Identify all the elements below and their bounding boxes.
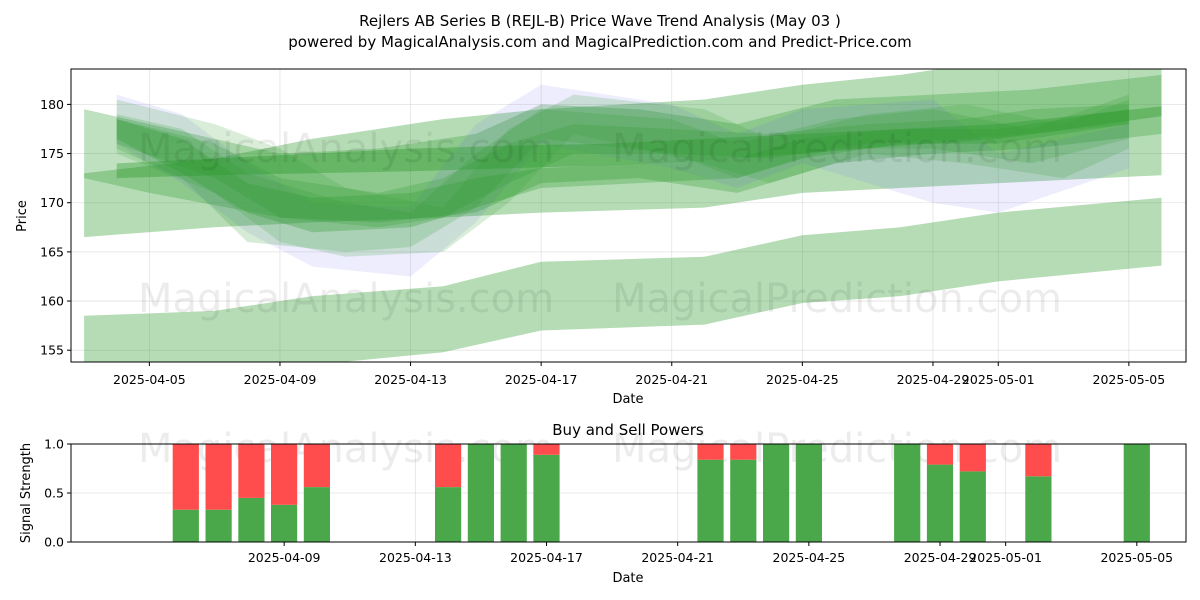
- buy-bar: [435, 487, 462, 542]
- buy-bar: [697, 459, 724, 542]
- sell-bar: [1025, 444, 1052, 477]
- sell-bar: [533, 444, 560, 455]
- bottom-y-axis-label: Signal Strength: [19, 443, 34, 543]
- bottom-x-tick-label: 2025-04-21: [641, 550, 714, 565]
- watermark-prediction-mid: MagicalPrediction.com: [612, 276, 1062, 322]
- top-x-tick-label: 2025-04-21: [635, 372, 708, 387]
- top-x-tick-label: 2025-04-13: [374, 372, 447, 387]
- buy-bar: [763, 444, 790, 542]
- chart-subtitle: powered by MagicalAnalysis.com and Magic…: [288, 33, 912, 51]
- buy-bar: [271, 504, 298, 542]
- bottom-x-tick-label: 2025-05-05: [1100, 550, 1173, 565]
- buy-bar: [205, 509, 232, 542]
- sell-bar: [205, 444, 232, 510]
- chart-title: Rejlers AB Series B (REJL-B) Price Wave …: [359, 12, 841, 30]
- wave-band-4: [116, 84, 1129, 277]
- top-y-tick-label: 165: [40, 244, 64, 259]
- sell-bar: [959, 444, 986, 472]
- wave-band-9: [116, 109, 1129, 233]
- buy-bar: [1025, 476, 1052, 542]
- top-x-axis-label: Date: [612, 392, 643, 407]
- top-x-tick-label: 2025-04-29: [897, 372, 970, 387]
- top-x-tick-label: 2025-04-09: [244, 372, 317, 387]
- bottom-x-tick-label: 2025-04-13: [379, 550, 452, 565]
- watermark-prediction-bottom: MagicalPrediction.com: [612, 426, 1062, 472]
- top-y-tick-label: 170: [40, 195, 64, 210]
- wave-band-6: [116, 94, 1129, 252]
- top-grid: [71, 69, 1186, 362]
- buy-bar: [500, 444, 527, 542]
- wave-band-7: [116, 104, 1129, 228]
- buy-bar: [730, 459, 757, 542]
- bottom-x-tick-label: 2025-05-01: [969, 550, 1042, 565]
- top-x-tick-label: 2025-05-05: [1093, 372, 1166, 387]
- buy-bar: [894, 444, 921, 542]
- wave-band-2: [84, 197, 1162, 362]
- top-watermarks: MagicalAnalysis.com MagicalPrediction.co…: [138, 126, 1062, 322]
- watermark-analysis-top: MagicalAnalysis.com: [138, 126, 554, 172]
- sell-bar: [172, 444, 199, 510]
- top-plot-frame: [70, 68, 1187, 363]
- bottom-y-tick-label: 0.0: [44, 535, 64, 550]
- bottom-x-tick-label: 2025-04-29: [904, 550, 977, 565]
- buy-bar: [238, 497, 265, 542]
- top-axes: 2025-04-05 2025-04-09 2025-04-13 2025-04-17…: [40, 97, 1165, 387]
- wave-band-5: [116, 94, 1129, 257]
- top-y-tick-label: 180: [40, 97, 64, 112]
- bottom-x-tick-label: 2025-04-17: [510, 550, 583, 565]
- buy-bar: [467, 444, 494, 542]
- bottom-x-tick-label: 2025-04-09: [248, 550, 321, 565]
- bottom-axes: 2025-04-09 2025-04-13 2025-04-17 2025-04-21…: [44, 437, 1173, 566]
- buy-bar: [172, 509, 199, 542]
- bottom-y-tick-label: 0.5: [44, 486, 64, 501]
- bottom-bars: [172, 444, 1150, 542]
- top-y-tick-label: 175: [40, 146, 64, 161]
- top-y-axis-label: Price: [15, 200, 30, 232]
- sell-bar: [697, 444, 724, 460]
- bottom-y-tick-label: 1.0: [44, 437, 64, 452]
- bottom-x-tick-label: 2025-04-25: [773, 550, 846, 565]
- sell-bar: [238, 444, 265, 498]
- watermark-prediction-top: MagicalPrediction.com: [612, 126, 1062, 172]
- top-y-tick-label: 155: [40, 343, 64, 358]
- sell-bar: [926, 444, 954, 465]
- buy-bar: [795, 444, 822, 542]
- buy-bar: [303, 487, 330, 542]
- bottom-chart-title: Buy and Sell Powers: [552, 421, 704, 439]
- top-bands: [84, 69, 1162, 362]
- wave-band-8: [116, 106, 1162, 179]
- top-y-tick-label: 160: [40, 294, 64, 309]
- sell-bar: [271, 444, 298, 505]
- buy-bar: [533, 454, 560, 542]
- top-x-tick-label: 2025-04-25: [766, 372, 839, 387]
- wave-band-3: [84, 74, 1162, 223]
- watermark-analysis-mid: MagicalAnalysis.com: [138, 276, 554, 322]
- buy-bar: [1123, 444, 1150, 542]
- wave-band-1: [84, 69, 1162, 238]
- top-x-tick-label: 2025-04-17: [505, 372, 578, 387]
- bottom-x-axis-label: Date: [612, 571, 643, 586]
- sell-bar: [435, 444, 462, 488]
- sell-bar: [730, 444, 757, 460]
- buy-bar: [926, 464, 954, 542]
- buy-bar: [959, 471, 986, 542]
- sell-bar: [303, 444, 330, 488]
- top-x-tick-label: 2025-05-01: [962, 372, 1035, 387]
- top-x-tick-label: 2025-04-05: [113, 372, 186, 387]
